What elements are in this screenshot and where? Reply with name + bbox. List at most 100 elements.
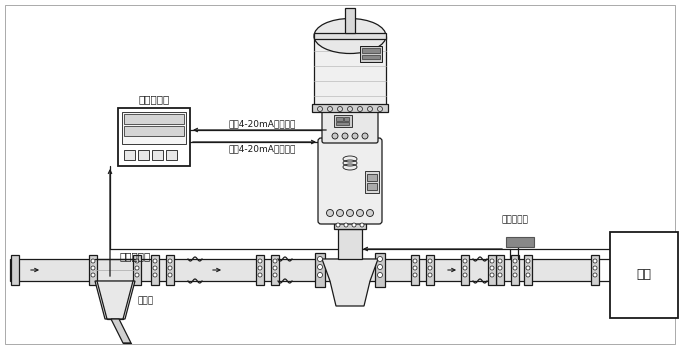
Circle shape (413, 259, 417, 263)
Bar (426, 255, 434, 285)
Circle shape (347, 209, 354, 216)
Circle shape (318, 265, 322, 269)
Text: 过滤器: 过滤器 (137, 296, 153, 305)
Text: 温度控制仪: 温度控制仪 (138, 94, 169, 104)
Circle shape (360, 223, 364, 227)
Bar (122, 112, 186, 144)
Bar (166, 150, 177, 160)
Bar (152, 150, 163, 160)
Circle shape (337, 106, 343, 111)
Circle shape (258, 266, 262, 270)
Circle shape (342, 133, 348, 139)
Bar (367, 183, 377, 190)
Circle shape (153, 273, 157, 277)
FancyBboxPatch shape (322, 107, 378, 143)
Bar (461, 255, 469, 285)
Circle shape (318, 257, 322, 261)
Circle shape (463, 266, 467, 270)
Circle shape (326, 209, 333, 216)
Bar (124, 126, 184, 136)
Circle shape (498, 273, 502, 277)
Circle shape (358, 106, 362, 111)
Circle shape (91, 266, 95, 270)
Circle shape (336, 223, 340, 227)
Circle shape (490, 273, 494, 277)
Bar (344, 117, 349, 121)
Bar (524, 255, 532, 285)
Circle shape (258, 259, 262, 263)
Bar (506, 237, 534, 247)
Circle shape (463, 273, 467, 277)
Polygon shape (322, 259, 378, 306)
Circle shape (258, 273, 262, 277)
Circle shape (318, 273, 322, 277)
Bar (315, 253, 325, 287)
Bar (133, 255, 141, 285)
Circle shape (498, 259, 502, 263)
Bar (360, 46, 382, 62)
Bar (338, 229, 362, 259)
Bar (362, 48, 380, 53)
FancyBboxPatch shape (318, 138, 382, 224)
Circle shape (513, 273, 517, 277)
Circle shape (344, 223, 348, 227)
Bar (314, 33, 386, 39)
Circle shape (337, 209, 343, 216)
Bar (124, 114, 184, 124)
Bar (345, 8, 355, 33)
Circle shape (377, 257, 382, 261)
Circle shape (413, 266, 417, 270)
Circle shape (428, 266, 432, 270)
Bar (11, 255, 19, 285)
Circle shape (91, 273, 95, 277)
Text: 反馈4-20mA控制信号: 反馈4-20mA控制信号 (228, 119, 296, 128)
Circle shape (377, 265, 382, 269)
Circle shape (463, 259, 467, 263)
Bar (496, 255, 504, 285)
Bar (10, 259, 595, 281)
Circle shape (352, 223, 356, 227)
Bar (411, 255, 419, 285)
Circle shape (428, 273, 432, 277)
Circle shape (91, 259, 95, 263)
Bar (488, 255, 496, 285)
Circle shape (367, 106, 373, 111)
Bar (314, 36, 386, 109)
Text: 反馈温度值: 反馈温度值 (120, 251, 151, 261)
Polygon shape (111, 319, 131, 343)
Circle shape (135, 273, 139, 277)
Bar (365, 171, 379, 193)
Circle shape (168, 266, 172, 270)
Bar (89, 255, 97, 285)
Bar (334, 221, 366, 229)
Bar (334, 115, 352, 127)
Circle shape (362, 133, 368, 139)
Circle shape (526, 273, 530, 277)
Circle shape (498, 266, 502, 270)
Bar (124, 150, 135, 160)
Circle shape (135, 259, 139, 263)
Bar (151, 255, 159, 285)
Circle shape (490, 266, 494, 270)
Circle shape (377, 106, 382, 111)
Text: 温度传感器: 温度传感器 (502, 215, 529, 224)
Bar (118, 108, 190, 166)
Ellipse shape (314, 18, 386, 53)
Circle shape (513, 259, 517, 263)
Circle shape (593, 259, 597, 263)
Bar (375, 253, 385, 287)
Bar (271, 255, 279, 285)
Bar (610, 232, 678, 318)
Circle shape (318, 106, 322, 111)
Bar (336, 117, 343, 121)
Circle shape (490, 259, 494, 263)
Bar (591, 255, 599, 285)
Circle shape (513, 266, 517, 270)
Bar (256, 255, 264, 285)
Circle shape (153, 266, 157, 270)
Circle shape (332, 133, 338, 139)
Circle shape (273, 266, 277, 270)
Text: 输入4-20mA控制信号: 输入4-20mA控制信号 (228, 144, 296, 153)
Bar (367, 174, 377, 181)
Bar (511, 255, 519, 285)
